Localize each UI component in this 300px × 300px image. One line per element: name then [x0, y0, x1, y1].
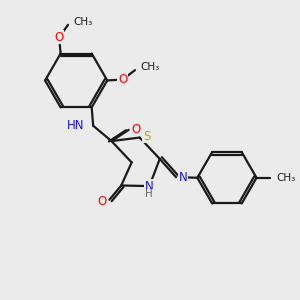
Text: O: O: [131, 123, 140, 136]
Text: N: N: [144, 180, 153, 193]
Text: CH₃: CH₃: [276, 173, 296, 183]
Text: CH₃: CH₃: [140, 62, 160, 72]
Text: O: O: [98, 195, 107, 208]
Text: N: N: [178, 171, 187, 184]
Text: H: H: [145, 189, 153, 200]
Text: CH₃: CH₃: [73, 17, 93, 27]
Text: HN: HN: [67, 118, 84, 132]
Text: O: O: [118, 73, 127, 86]
Text: S: S: [143, 130, 151, 142]
Text: O: O: [55, 31, 64, 44]
